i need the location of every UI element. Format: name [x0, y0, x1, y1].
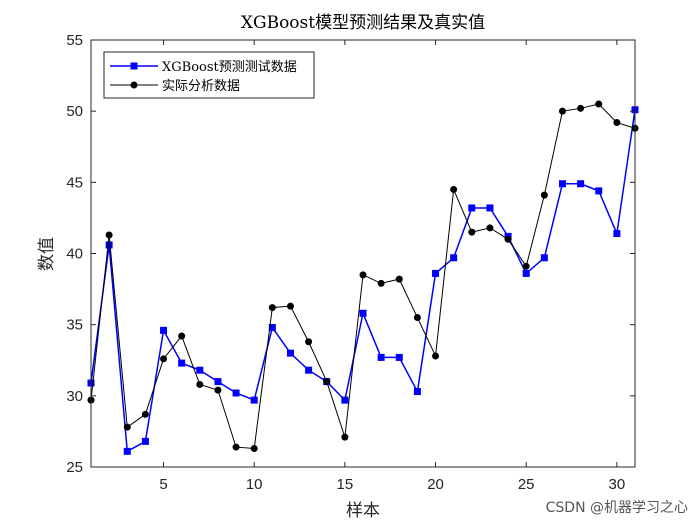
data-point — [160, 326, 168, 334]
data-point — [232, 443, 240, 451]
data-point — [359, 309, 367, 317]
watermark: CSDN @机器学习之心 — [545, 500, 688, 516]
data-point — [522, 269, 530, 277]
data-point — [268, 324, 276, 332]
legend-box — [103, 51, 315, 99]
legend-label-actual: 实际分析数据 — [162, 79, 240, 94]
data-point — [141, 410, 149, 418]
data-point — [377, 353, 385, 361]
data-point — [432, 269, 440, 277]
x-tick-label: 30 — [609, 476, 626, 493]
data-point — [540, 254, 548, 262]
data-point — [359, 271, 367, 279]
data-point — [341, 396, 349, 404]
data-point — [522, 262, 530, 270]
data-point — [468, 204, 476, 212]
data-point — [577, 180, 585, 188]
legend-marker-pred — [130, 62, 138, 70]
y-tick-label: 25 — [66, 459, 83, 476]
data-point — [504, 235, 512, 243]
legend-marker-actual — [130, 81, 138, 89]
y-axis-label: 数值 — [37, 237, 57, 271]
legend-label-pred: XGBoost预测测试数据 — [162, 60, 297, 75]
x-tick-label: 5 — [159, 476, 167, 493]
data-point — [323, 378, 331, 386]
data-point — [250, 444, 258, 452]
legend: XGBoost预测测试数据 实际分析数据 — [103, 51, 315, 99]
data-point — [395, 353, 403, 361]
data-point — [123, 423, 131, 431]
data-point — [123, 447, 131, 455]
x-tick-label: 10 — [246, 476, 263, 493]
tick-layer: 5 10 15 20 25 30 25 30 35 40 45 50 55 — [66, 32, 635, 493]
data-point — [178, 359, 186, 367]
y-tick-label: 50 — [66, 103, 83, 120]
data-point — [558, 107, 566, 115]
data-point — [178, 332, 186, 340]
data-point — [613, 230, 621, 238]
data-point — [468, 228, 476, 236]
data-point — [413, 388, 421, 396]
y-tick-label: 45 — [66, 174, 83, 191]
data-point — [377, 279, 385, 287]
data-point — [486, 204, 494, 212]
data-point — [595, 100, 603, 108]
x-axis-label: 样本 — [346, 501, 380, 521]
data-point — [214, 386, 222, 394]
data-point — [613, 119, 621, 127]
y-tick-label: 30 — [66, 388, 83, 405]
plot-area — [91, 40, 635, 467]
data-point — [486, 224, 494, 232]
data-point — [286, 349, 294, 357]
data-point — [105, 241, 113, 249]
data-point — [105, 231, 113, 239]
data-point — [413, 314, 421, 322]
data-point — [577, 104, 585, 112]
y-tick-label: 40 — [66, 246, 83, 263]
data-point — [196, 380, 204, 388]
data-point — [250, 396, 258, 404]
data-point — [595, 187, 603, 195]
data-point — [558, 180, 566, 188]
data-point — [540, 191, 548, 199]
chart-title: XGBoost模型预测结果及真实值 — [241, 13, 485, 33]
data-point — [341, 433, 349, 441]
data-point — [450, 254, 458, 262]
x-tick-label: 20 — [427, 476, 444, 493]
data-point — [268, 304, 276, 312]
data-point — [160, 355, 168, 363]
data-point — [305, 366, 313, 374]
data-point — [450, 185, 458, 193]
data-point — [196, 366, 204, 374]
data-point — [395, 275, 403, 283]
data-point — [141, 437, 149, 445]
data-point — [232, 389, 240, 397]
data-point — [286, 302, 294, 310]
y-tick-label: 35 — [66, 317, 83, 334]
data-point — [432, 352, 440, 360]
x-tick-label: 25 — [518, 476, 535, 493]
data-point — [214, 378, 222, 386]
x-tick-label: 15 — [337, 476, 354, 493]
data-point — [305, 338, 313, 346]
y-tick-label: 55 — [66, 32, 83, 49]
